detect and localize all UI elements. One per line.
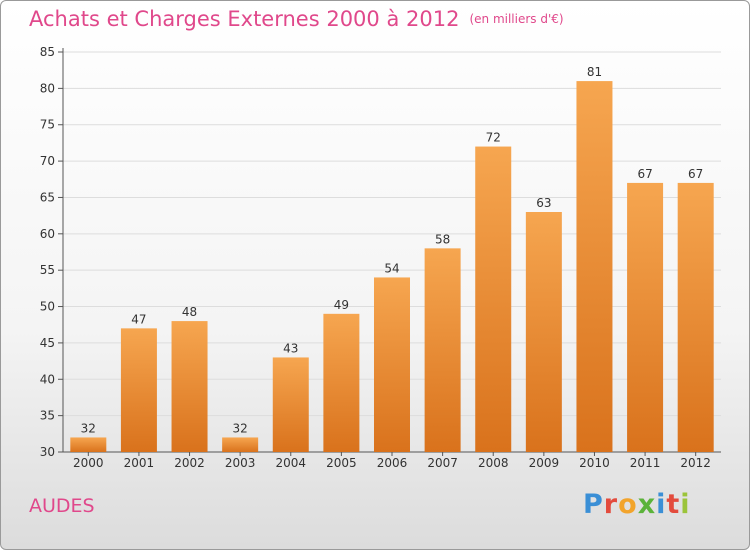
bar — [424, 248, 461, 452]
y-tick-label: 70 — [40, 154, 55, 168]
bar — [70, 437, 107, 452]
logo-letter: P — [583, 489, 604, 520]
x-tick-label: 2003 — [225, 456, 256, 470]
y-tick-label: 85 — [40, 45, 55, 59]
x-tick-label: 2007 — [427, 456, 458, 470]
bar — [475, 146, 512, 453]
x-tick-label: 2002 — [174, 456, 205, 470]
data-label: 49 — [334, 298, 349, 312]
logo-letter: r — [603, 489, 619, 520]
y-tick-label: 75 — [40, 118, 55, 132]
x-tick-label: 2010 — [579, 456, 610, 470]
data-label: 43 — [283, 341, 298, 355]
x-tick-label: 2001 — [124, 456, 155, 470]
x-tick-label: 2012 — [680, 456, 711, 470]
unit-label: (en milliers d'€) — [469, 12, 564, 26]
y-tick-label: 50 — [40, 300, 55, 314]
proxiti-logo: Proxiti — [583, 489, 691, 520]
commune-name: AUDES — [29, 495, 95, 517]
data-label: 72 — [486, 131, 501, 145]
data-label: 81 — [587, 65, 602, 79]
bar — [171, 321, 208, 452]
chart-title: Achats et Charges Externes 2000 à 2012 (e… — [29, 7, 564, 31]
x-tick-label: 2008 — [478, 456, 509, 470]
y-tick-label: 40 — [40, 372, 55, 386]
data-label: 58 — [435, 232, 450, 246]
x-tick-label: 2005 — [326, 456, 357, 470]
data-label: 32 — [81, 421, 96, 435]
bar — [525, 212, 562, 452]
y-tick-label: 55 — [40, 263, 55, 277]
data-label: 48 — [182, 305, 197, 319]
data-label: 67 — [688, 167, 703, 181]
y-tick-label: 60 — [40, 227, 55, 241]
x-tick-label: 2009 — [529, 456, 560, 470]
y-tick-label: 65 — [40, 190, 55, 204]
logo-letter: i — [680, 489, 691, 520]
data-label: 54 — [384, 261, 399, 275]
logo-letter: o — [618, 489, 638, 520]
x-tick-label: 2011 — [630, 456, 661, 470]
data-label: 47 — [131, 312, 146, 326]
x-tick-label: 2004 — [275, 456, 306, 470]
x-tick-label: 2006 — [377, 456, 408, 470]
bar — [323, 313, 360, 452]
y-tick-label: 35 — [40, 409, 55, 423]
chart-title-text: Achats et Charges Externes 2000 à 2012 — [29, 7, 460, 31]
data-label: 63 — [536, 196, 551, 210]
logo-letter: t — [666, 489, 681, 520]
y-tick-label: 45 — [40, 336, 55, 350]
y-tick-label: 30 — [40, 445, 55, 459]
data-label: 67 — [637, 167, 652, 181]
x-tick-label: 2000 — [73, 456, 104, 470]
data-label: 32 — [233, 421, 248, 435]
logo-letter: x — [637, 489, 657, 520]
bar — [576, 81, 613, 452]
y-tick-label: 80 — [40, 81, 55, 95]
logo-letter: i — [656, 489, 667, 520]
bar — [272, 357, 309, 452]
bar — [120, 328, 157, 452]
bar — [374, 277, 410, 452]
bar — [677, 182, 714, 452]
bar — [627, 182, 664, 452]
bar — [222, 437, 259, 452]
